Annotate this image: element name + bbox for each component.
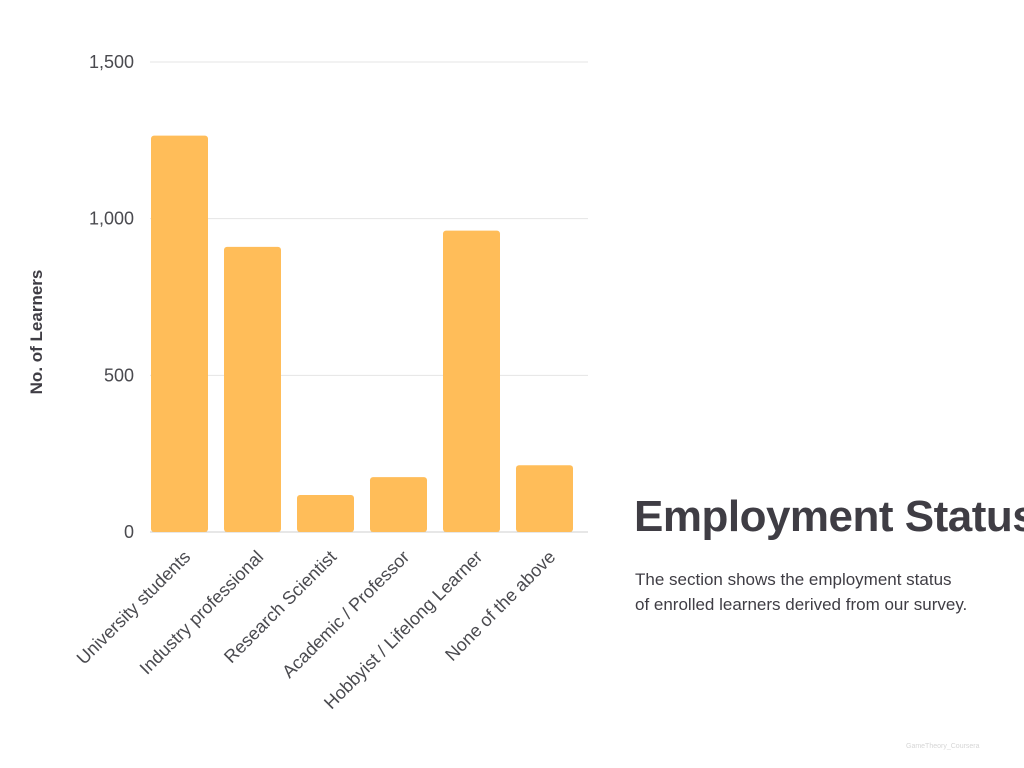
y-axis-title: No. of Learners: [27, 270, 46, 395]
watermark: GameTheory_Coursera: [906, 743, 980, 750]
section-description: The section shows the employment status …: [635, 567, 1015, 617]
x-tick-label: Academic / Professor: [278, 547, 413, 682]
bar: [516, 465, 573, 532]
bar: [443, 230, 500, 532]
bar: [370, 477, 427, 532]
y-tick-label: 1,500: [89, 52, 134, 72]
x-tick-label: Industry professional: [136, 547, 268, 679]
bar: [224, 246, 281, 532]
description-line-1: The section shows the employment status: [635, 570, 952, 589]
bar: [297, 495, 354, 532]
description-line-2: of enrolled learners derived from our su…: [635, 595, 968, 614]
y-tick-label: 0: [124, 522, 134, 542]
y-tick-label: 1,000: [89, 209, 134, 229]
y-axis-ticks: 0 500 1,000 1,500: [89, 52, 134, 542]
y-tick-label: 500: [104, 365, 134, 385]
section-title: Employment Status: [634, 492, 1024, 541]
bar: [151, 135, 208, 532]
bar-chart: 0 500 1,000 1,500 University studentsIndust…: [27, 52, 588, 713]
bars: [151, 135, 573, 532]
grid: [150, 61, 588, 533]
